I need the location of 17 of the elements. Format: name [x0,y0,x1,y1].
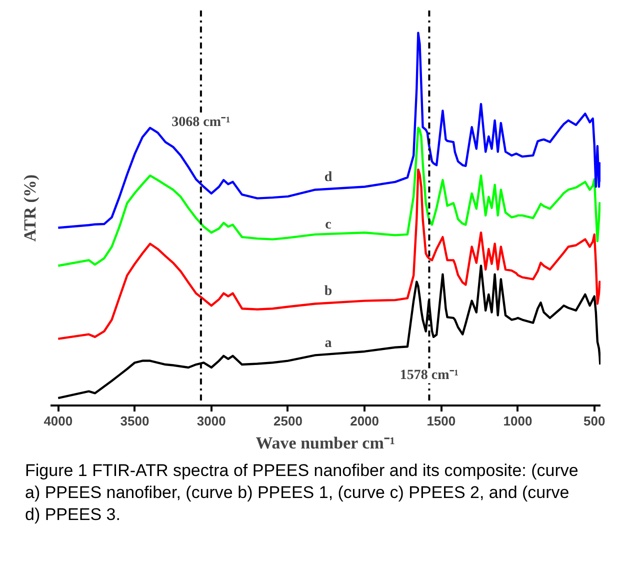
annotation: 3068 cm⁻¹ [172,114,230,130]
y-axis-title: ATR (%) [20,174,40,242]
x-tick-label: 1000 [503,414,532,428]
x-axis-title: Wave number cm⁻¹ [256,434,395,452]
x-tick-label: 4000 [44,414,73,428]
caption: Figure 1 FTIR-ATR spectra of PPEES nanofiber and its composite: (curve a) PPEES nanofiber, (curve b) PPEES 1, (curve c) PPEES 2, and (curve d) PPEES 3. [25,460,580,526]
x-tick-label: 3000 [196,414,226,428]
annotation: 1578 cm⁻¹ [400,368,459,384]
x-tick-label: 3500 [120,414,150,428]
x-tick-label: 500 [584,414,606,428]
x-tick-label: 2500 [274,414,302,428]
annotation: b [324,284,332,299]
x-tick-label: 1500 [426,414,456,428]
annotation: d [324,170,332,185]
x-tick-label: 2000 [350,414,380,428]
annotation: a [324,336,332,352]
annotation: c [325,217,332,232]
